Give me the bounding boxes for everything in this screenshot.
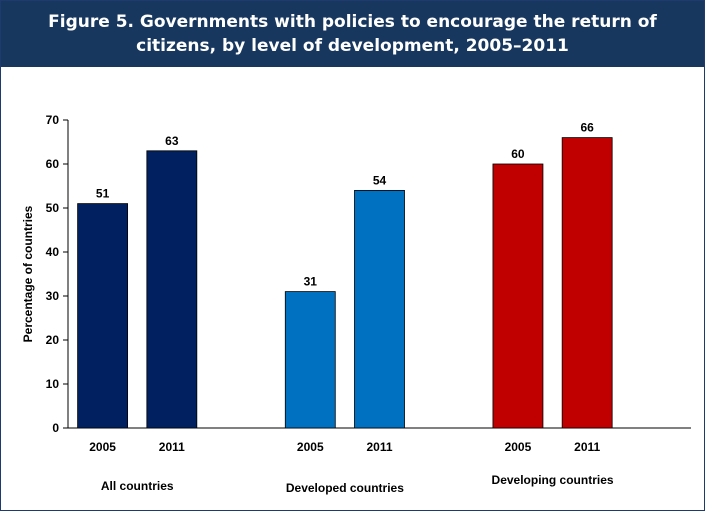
bar <box>492 163 544 429</box>
group-label: Developed countries <box>286 481 404 495</box>
x-category-label: 2005 <box>505 440 532 454</box>
bar-value-label: 31 <box>304 275 318 289</box>
y-axis-label: Percentage of countries <box>21 205 35 342</box>
y-tick-label: 20 <box>46 333 60 347</box>
y-tick-label: 50 <box>46 201 60 215</box>
chart-axes: 0 10 20 30 40 50 60 70 Percentage of countries <box>21 113 691 435</box>
y-tick-label: 30 <box>46 289 60 303</box>
bar <box>284 291 336 429</box>
bar-value-label: 54 <box>373 173 387 187</box>
x-category-label: 2011 <box>366 440 392 454</box>
x-category-label: 2011 <box>574 440 600 454</box>
bar-value-label: 51 <box>96 187 110 201</box>
x-category-label: 2005 <box>89 440 116 454</box>
bar <box>561 137 613 429</box>
y-tick-label: 60 <box>46 157 60 171</box>
chart-labels: 51 2005 63 2011 All countries 31 2005 54 2011 Dev… <box>89 121 614 495</box>
y-tick-label: 0 <box>52 421 59 435</box>
bar-value-label: 60 <box>511 147 525 161</box>
x-category-label: 2005 <box>297 440 324 454</box>
y-tick-label: 10 <box>46 377 60 391</box>
group-label: Developing countries <box>492 473 614 487</box>
bar <box>354 189 405 429</box>
chart-title: Figure 5. Governments with policies to e… <box>48 12 657 56</box>
bar <box>146 150 198 429</box>
chart-title-bar: Figure 5. Governments with policies to e… <box>1 1 704 67</box>
chart-bars <box>77 137 613 429</box>
y-tick-label: 70 <box>46 113 60 127</box>
bar <box>77 203 129 429</box>
y-tick-label: 40 <box>46 245 60 259</box>
bar-value-label: 63 <box>165 134 179 148</box>
bar-value-label: 66 <box>580 121 594 135</box>
group-label: All countries <box>101 479 174 493</box>
x-category-label: 2011 <box>159 440 185 454</box>
